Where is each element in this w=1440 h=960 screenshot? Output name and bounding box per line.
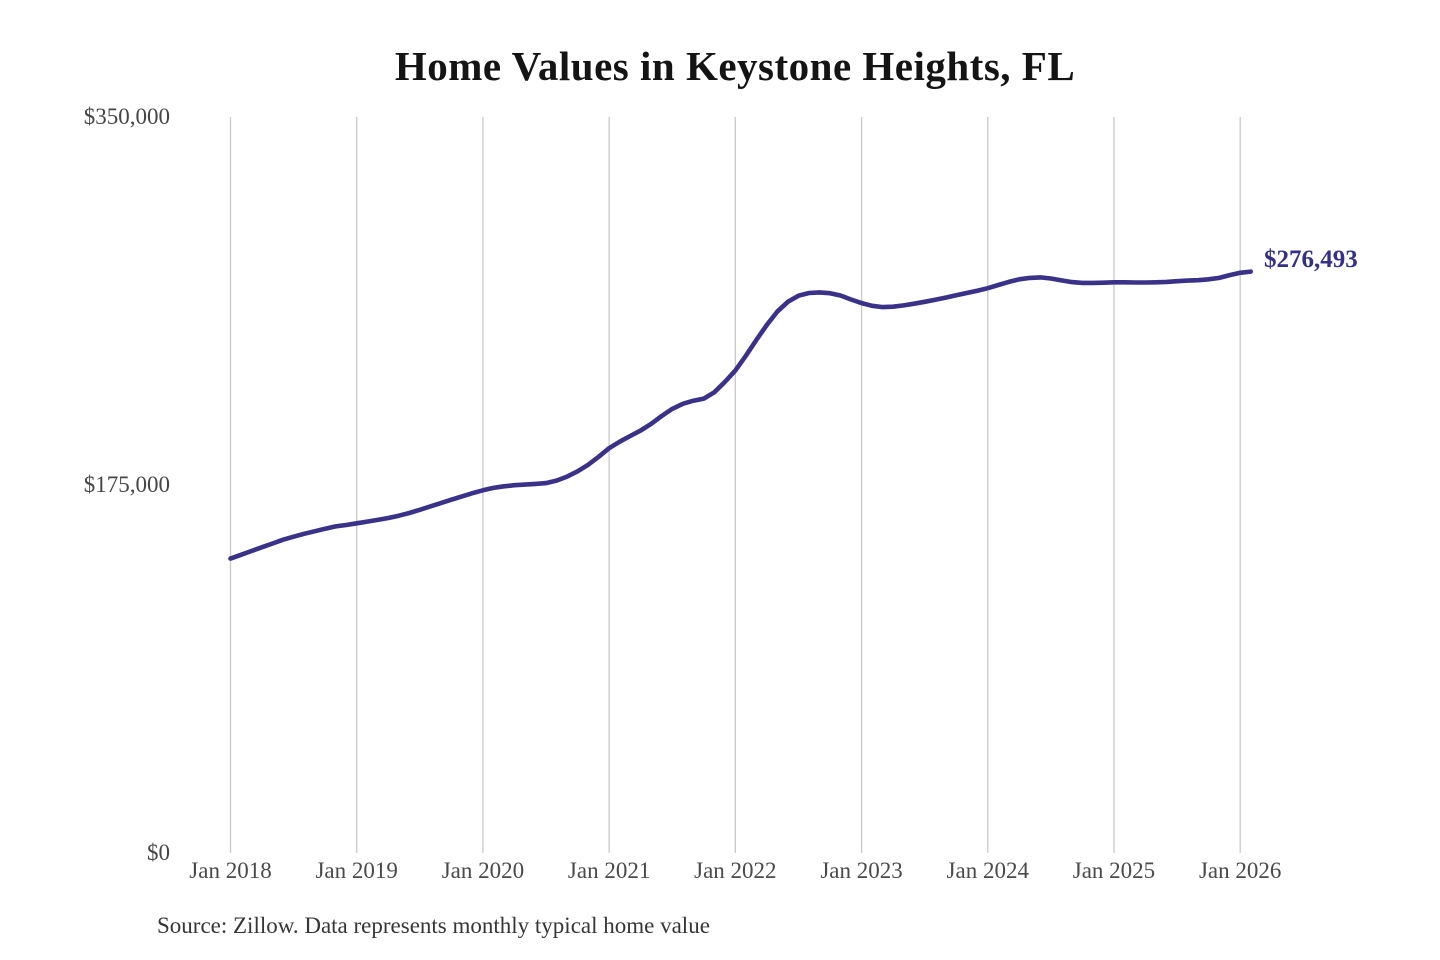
y-tick-label: $175,000 [83,472,170,497]
x-tick-label: Jan 2021 [567,858,651,883]
y-tick-label: $0 [147,840,170,865]
x-tick-label: Jan 2019 [315,858,398,883]
x-tick-label: Jan 2026 [1198,858,1282,883]
x-tick-label: Jan 2025 [1072,858,1156,883]
x-tick-label: Jan 2023 [820,858,903,883]
x-tick-label: Jan 2022 [694,858,777,883]
x-tick-label: Jan 2020 [441,858,525,883]
vertical-gridlines [229,117,1241,853]
home-value-line [228,269,1253,561]
x-tick-label: Jan 2018 [189,858,272,883]
chart-title: Home Values in Keystone Heights, FL [394,43,1076,89]
x-tick-label: Jan 2024 [946,858,1029,883]
y-tick-label: $350,000 [83,104,170,129]
latest-value-label: $276,493 [1264,246,1358,273]
source-note: Source: Zillow. Data represents monthly … [157,913,710,938]
